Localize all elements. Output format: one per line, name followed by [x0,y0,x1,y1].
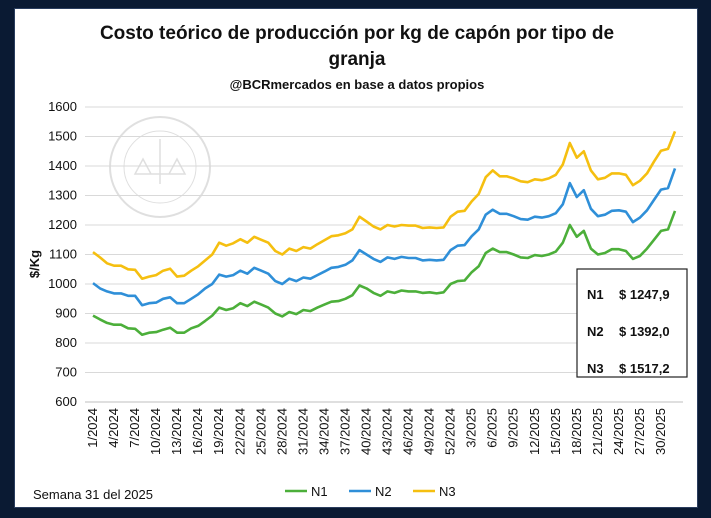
y-tick-label: 1000 [48,276,77,291]
series-lines [92,130,677,337]
y-tick-label: 800 [55,335,77,350]
annotation-label-N2: N2 [587,324,604,339]
annotation-label-N3: N3 [587,361,604,376]
x-tick-label: 37/2024 [337,408,352,455]
chart-subtitle: @BCRmercados en base a datos propios [230,77,485,92]
x-tick-label: 49/2024 [422,408,437,455]
x-tick-label: 15/2025 [548,408,563,455]
x-tick-label: 28/2024 [274,408,289,455]
chart-title-line1: Costo teórico de producción por kg de ca… [100,23,614,44]
watermark-seal [109,116,211,218]
x-tick-label: 24/2025 [611,408,626,455]
y-tick-label: 1100 [49,247,77,262]
y-tick-label: 1400 [48,158,77,173]
x-tick-label: 19/2024 [211,408,226,455]
y-tick-label: 1200 [48,217,77,232]
x-tick-label: 21/2025 [590,408,605,455]
series-line-N1 [92,210,677,337]
x-tick-label: 25/2024 [253,408,268,455]
series-line-N3 [92,130,677,281]
y-axis-label: $/Kg [27,250,42,278]
legend: N1 N2 N3 [285,484,456,499]
x-tick-label: 27/2025 [632,408,647,455]
annotation-value-N2: $ 1392,0 [619,324,670,339]
x-tick-label: 1/2024 [85,408,100,448]
chart-frame: Costo teórico de producción por kg de ca… [14,8,698,508]
annotation-label-N1: N1 [587,287,604,302]
chart-title-line2: granja [328,49,385,70]
footnote: Semana 31 del 2025 [33,487,153,502]
chart-svg: Costo teórico de producción por kg de ca… [27,23,688,502]
x-tick-label: 34/2024 [316,408,331,455]
x-tick-label: 9/2025 [506,408,521,448]
x-tick-label: 40/2024 [358,408,373,455]
y-tick-label: 1500 [48,129,77,144]
y-tick-label: 600 [55,394,77,409]
x-tick-label: 6/2025 [485,408,500,448]
y-axis-ticks: 600 700 800 900 1000 1100 1200 1300 1400 1500 1600 [48,99,77,409]
series-line-N2 [92,167,677,307]
x-tick-label: 22/2024 [232,408,247,455]
x-tick-label: 18/2025 [569,408,584,455]
x-tick-label: 30/2025 [653,408,668,455]
x-tick-label: 10/2024 [148,408,163,455]
x-tick-label: 4/2024 [106,408,121,448]
x-tick-label: 12/2025 [527,408,542,455]
x-tick-label: 43/2024 [380,408,395,455]
y-tick-label: 1300 [48,188,77,203]
x-tick-label: 3/2025 [464,408,479,448]
annotation-value-N3: $ 1517,2 [619,361,670,376]
x-tick-label: 13/2024 [169,408,184,455]
x-tick-label: 16/2024 [190,408,205,455]
annotation-box: N1 $ 1247,9 N2 $ 1392,0 N3 $ 1517,2 [576,268,688,378]
legend-label-N2: N2 [375,484,392,499]
y-tick-label: 1600 [48,99,77,114]
x-tick-label: 46/2024 [401,408,416,455]
legend-label-N3: N3 [439,484,456,499]
x-tick-label: 31/2024 [295,408,310,455]
x-axis-ticks: 1/2024 4/2024 7/2024 10/2024 13/2024 16/2024 1… [85,408,668,455]
annotation-value-N1: $ 1247,9 [619,287,670,302]
legend-label-N1: N1 [311,484,328,499]
y-tick-label: 700 [55,365,77,380]
y-tick-label: 900 [55,306,77,321]
x-tick-label: 52/2024 [443,408,458,455]
x-tick-label: 7/2024 [127,408,142,448]
